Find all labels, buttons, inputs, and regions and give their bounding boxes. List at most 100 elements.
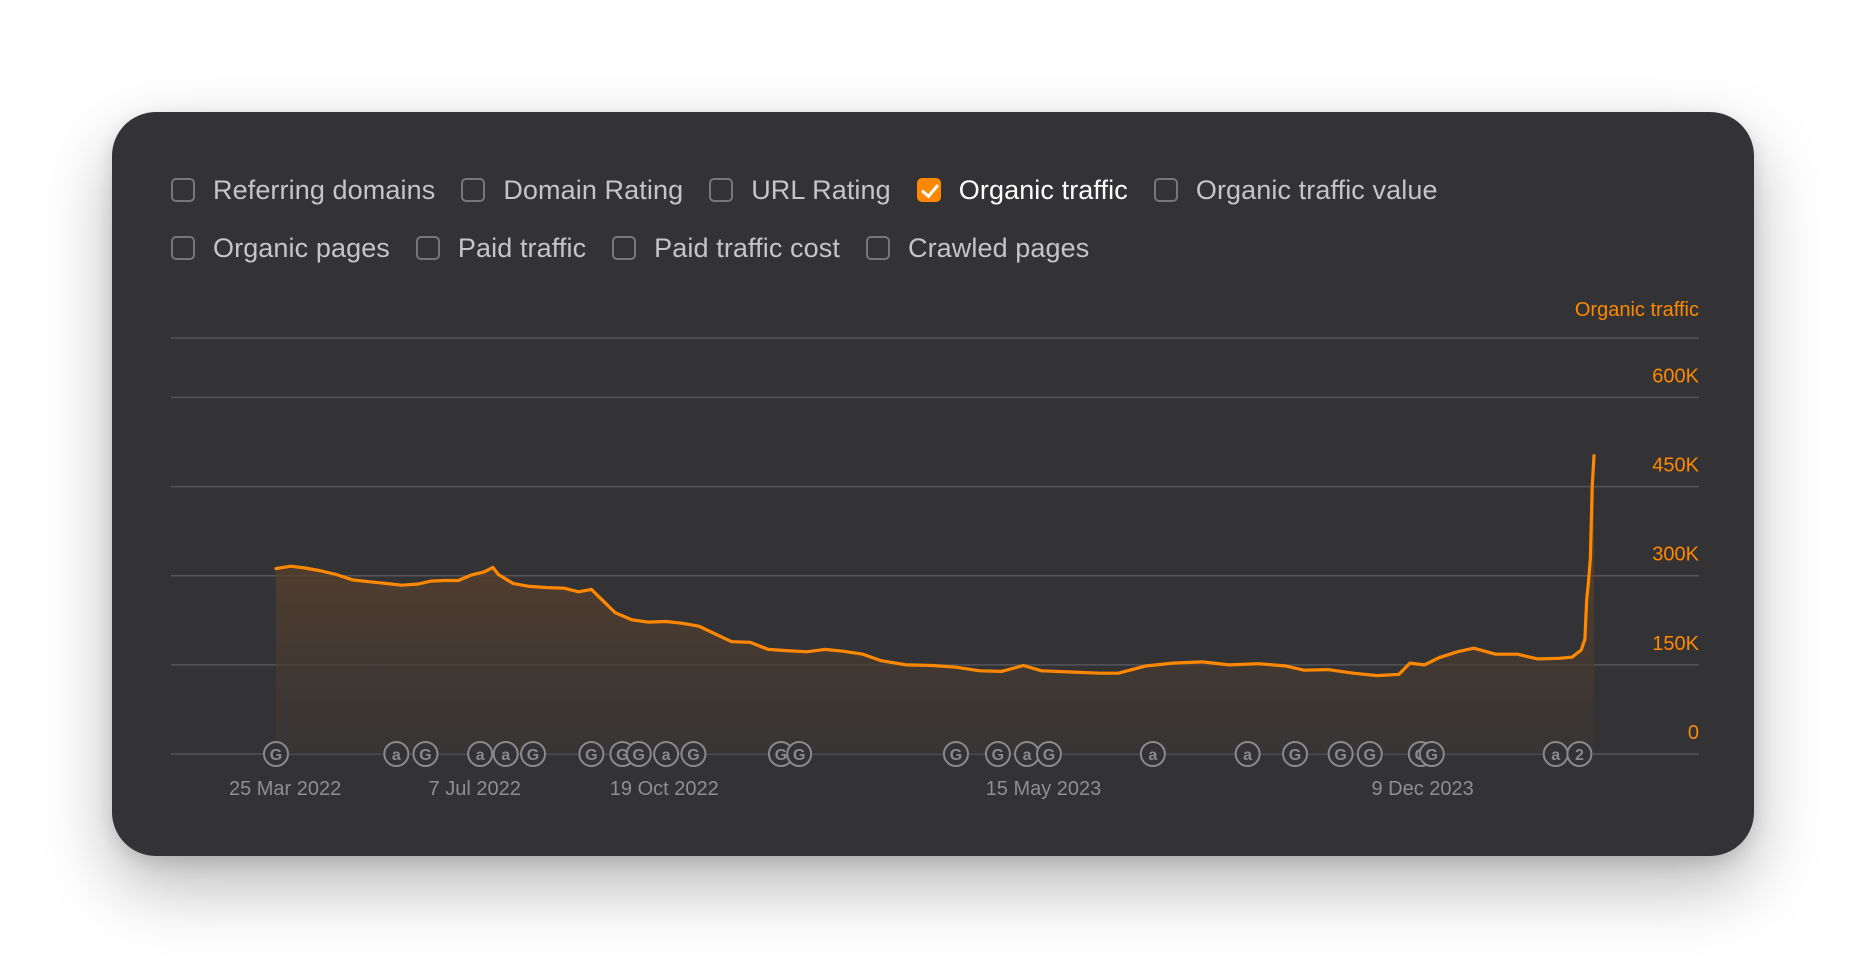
google-update-marker-icon[interactable]: G xyxy=(942,741,969,767)
marker-glyph: G xyxy=(992,747,1004,764)
marker-glyph: G xyxy=(1289,747,1301,764)
metric-option-domain-rating[interactable]: Domain Rating xyxy=(461,175,683,206)
google-update-marker-icon[interactable]: G xyxy=(1327,741,1354,767)
ahrefs-update-marker-icon[interactable]: a xyxy=(492,741,519,767)
metric-option-organic-pages[interactable]: Organic pages xyxy=(171,233,390,264)
organic-traffic-area xyxy=(276,455,1594,754)
metric-option-paid-traffic-cost[interactable]: Paid traffic cost xyxy=(612,233,840,264)
marker-circle xyxy=(942,741,969,767)
checkbox-icon[interactable] xyxy=(1153,178,1178,202)
marker-glyph: a xyxy=(476,747,485,764)
marker-circle xyxy=(786,741,813,767)
chart-card: Referring domains Domain Rating URL Rating… xyxy=(112,112,1754,856)
checkbox-icon[interactable] xyxy=(415,236,440,260)
marker-glyph: G xyxy=(1334,747,1346,764)
marker-circle xyxy=(1566,741,1593,767)
metric-label: Organic pages xyxy=(213,232,390,263)
google-update-marker-icon[interactable]: G xyxy=(786,741,813,767)
checkbox-icon[interactable] xyxy=(709,178,734,202)
marker-glyph: a xyxy=(501,747,510,764)
y-tick-label: 0 xyxy=(1688,722,1699,744)
marker-glyph: a xyxy=(1148,747,1157,764)
metric-label: URL Rating xyxy=(751,174,891,205)
metric-label: Referring domains xyxy=(213,174,436,205)
marker-circle xyxy=(653,741,680,767)
metric-option-referring-domains[interactable]: Referring domains xyxy=(171,175,435,206)
marker-glyph: G xyxy=(616,747,628,764)
google-update-marker-icon[interactable]: G xyxy=(767,741,794,767)
metric-option-url-rating[interactable]: URL Rating xyxy=(709,175,891,206)
x-tick-label: 15 May 2023 xyxy=(986,778,1102,800)
google-update-marker-icon[interactable]: G xyxy=(680,741,707,767)
marker-circle xyxy=(1035,741,1062,767)
marker-glyph: G xyxy=(950,747,962,764)
marker-glyph: a xyxy=(662,747,671,764)
google-update-marker-icon[interactable]: G xyxy=(412,741,439,767)
metric-option-crawled-pages[interactable]: Crawled pages xyxy=(865,233,1089,264)
ahrefs-update-marker-icon[interactable]: a xyxy=(653,741,680,767)
metric-options: Referring domains Domain Rating URL Rating… xyxy=(171,168,1711,284)
y-tick-label: 150K xyxy=(1652,633,1699,655)
organic-traffic-line xyxy=(274,454,1596,678)
ahrefs-update-marker-icon[interactable]: a xyxy=(467,741,494,767)
metric-row: Referring domains Domain Rating URL Rating… xyxy=(171,168,1711,212)
ahrefs-update-marker-icon[interactable]: a xyxy=(1139,741,1166,767)
marker-glyph: G xyxy=(775,747,787,764)
metric-option-organic-traffic-value[interactable]: Organic traffic value xyxy=(1153,174,1438,206)
google-update-marker-icon[interactable]: G xyxy=(625,741,652,767)
checkbox-icon[interactable] xyxy=(865,236,890,260)
marker-circle xyxy=(263,741,289,767)
metric-label: Organic traffic value xyxy=(1195,174,1438,205)
marker-glyph: G xyxy=(793,747,805,764)
y-tick-label: 450K xyxy=(1652,455,1699,477)
checkbox-icon[interactable] xyxy=(171,236,195,260)
x-tick-label: 9 Dec 2023 xyxy=(1371,778,1473,800)
grouped-marker-icon[interactable]: 2 xyxy=(1566,741,1593,767)
google-update-marker-icon[interactable]: G xyxy=(1282,741,1309,767)
marker-circle xyxy=(578,741,605,767)
google-update-marker-icon[interactable]: G xyxy=(1035,741,1062,767)
marker-circle xyxy=(680,741,707,767)
google-update-marker-icon[interactable]: G xyxy=(1356,741,1383,767)
checkbox-checked-icon[interactable] xyxy=(916,178,941,202)
marker-circle xyxy=(383,741,410,767)
marker-glyph: a xyxy=(1243,747,1252,764)
marker-circle xyxy=(467,741,494,767)
checkbox-icon[interactable] xyxy=(461,178,486,202)
marker-glyph: a xyxy=(1551,747,1560,764)
metric-label: Domain Rating xyxy=(503,174,684,205)
ahrefs-update-marker-icon[interactable]: a xyxy=(1014,741,1041,767)
marker-circle xyxy=(1282,741,1309,767)
y-tick-label: 300K xyxy=(1652,544,1699,566)
metric-option-organic-traffic[interactable]: Organic traffic xyxy=(916,174,1128,206)
marker-glyph: G xyxy=(270,747,282,764)
metric-label: Organic traffic xyxy=(958,174,1128,205)
metric-label: Paid traffic cost xyxy=(654,232,840,263)
x-tick-label: 7 Jul 2022 xyxy=(429,778,521,800)
traffic-chart: Organic traffic 600K 450K 300K 150K 0 25 Mar 2… xyxy=(171,299,1700,800)
marker-glyph: G xyxy=(419,747,431,764)
marker-glyph: a xyxy=(1023,747,1032,764)
google-update-marker-icon[interactable]: G xyxy=(263,741,289,767)
google-update-marker-icon[interactable]: G xyxy=(578,741,605,767)
google-update-marker-icon[interactable]: G xyxy=(1418,741,1445,767)
ahrefs-update-marker-icon[interactable]: a xyxy=(383,741,410,767)
marker-glyph: G xyxy=(1426,747,1438,764)
marker-glyph: 2 xyxy=(1575,747,1584,764)
marker-circle xyxy=(1327,741,1354,767)
x-tick-label: 25 Mar 2022 xyxy=(229,778,341,800)
checkbox-icon[interactable] xyxy=(171,178,195,202)
google-update-marker-icon[interactable]: G xyxy=(520,741,547,767)
marker-circle xyxy=(492,741,519,767)
marker-glyph: G xyxy=(585,747,597,764)
checkbox-icon[interactable] xyxy=(612,236,637,260)
ahrefs-update-marker-icon[interactable]: a xyxy=(1234,741,1261,767)
ahrefs-update-marker-icon[interactable]: a xyxy=(1542,741,1569,767)
google-update-marker-icon[interactable]: G xyxy=(984,741,1011,767)
marker-glyph: G xyxy=(633,747,645,764)
marker-circle xyxy=(1234,741,1261,767)
marker-circle xyxy=(625,741,652,767)
metric-option-paid-traffic[interactable]: Paid traffic xyxy=(415,233,586,264)
marker-circle xyxy=(412,741,439,767)
marker-glyph: G xyxy=(687,747,699,764)
